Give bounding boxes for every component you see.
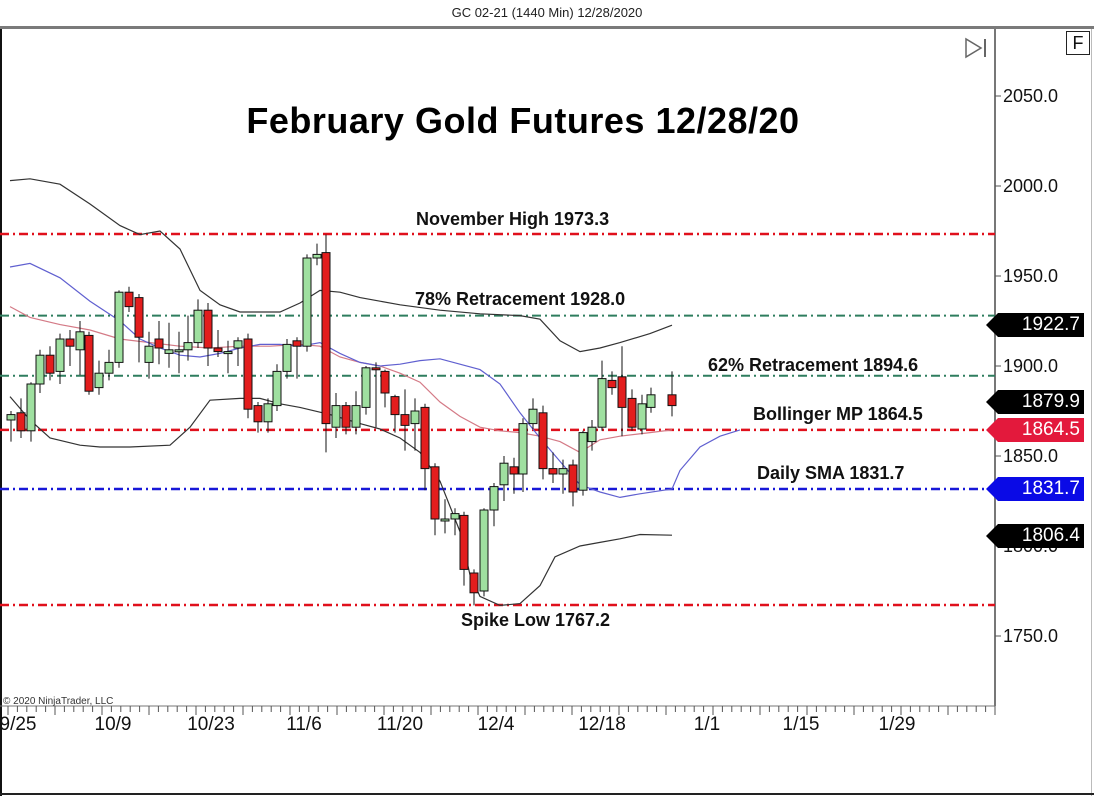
annotation-bollinger-mp: Bollinger MP 1864.5 — [753, 404, 923, 424]
frame-left-border — [0, 29, 2, 796]
frame-right-border — [1091, 29, 1092, 796]
annotation-daily-sma: Daily SMA 1831.7 — [757, 463, 905, 483]
scroll-to-end-icon — [965, 37, 986, 59]
f-toggle-button[interactable]: F — [1066, 31, 1090, 55]
x-tick-10-23: 10/23 — [187, 714, 235, 735]
x-tick-1-1: 1/1 — [693, 714, 721, 735]
title-divider — [0, 26, 1094, 29]
y-tick-1950: 1950.0 — [1003, 266, 1059, 286]
window-title: GC 02-21 (1440 Min) 12/28/2020 — [451, 5, 643, 20]
chart-canvas[interactable] — [0, 29, 1094, 793]
y-tick-1850: 1850.0 — [1003, 446, 1059, 466]
x-tick-9-25: 9/25 — [0, 714, 37, 735]
x-tick-12-4: 12/4 — [477, 714, 515, 735]
price-badge-sma: 1831.7 — [986, 477, 1084, 501]
x-tick-1-15: 1/15 — [782, 714, 820, 735]
y-tick-1900: 1900.0 — [1003, 356, 1059, 376]
annotation-november-high: November High 1973.3 — [416, 209, 610, 229]
x-tick-12-18: 12/18 — [578, 714, 626, 735]
price-badge-last-price: 1879.9 — [986, 390, 1084, 414]
copyright-notice: © 2020 NinjaTrader, LLC — [3, 696, 114, 707]
x-tick-11-20: 11/20 — [376, 714, 424, 735]
y-tick-1750: 1750.0 — [1003, 626, 1059, 646]
x-tick-1-29: 1/29 — [878, 714, 916, 735]
indicator-lines — [9, 178, 741, 607]
price-badge-upper-band: 1922.7 — [986, 313, 1084, 337]
candlesticks — [6, 234, 677, 606]
annotation-78-retracement: 78% Retracement 1928.0 — [415, 289, 626, 309]
y-tick-2050: 2050.0 — [1003, 86, 1059, 106]
x-tick-11-6: 11/6 — [286, 714, 322, 735]
chart-title: February Gold Futures 12/28/20 — [246, 100, 800, 141]
price-badge-lower-band: 1806.4 — [986, 524, 1084, 548]
scroll-to-end-button[interactable] — [963, 37, 991, 59]
annotation-spike-low: Spike Low 1767.2 — [461, 610, 611, 630]
y-tick-2000: 2000.0 — [1003, 176, 1059, 196]
annotation-62-retracement: 62% Retracement 1894.6 — [708, 355, 919, 375]
axis-ticks — [7, 95, 1001, 715]
price-badge-bollinger-mid: 1864.5 — [986, 418, 1084, 442]
x-tick-10-9: 10/9 — [94, 714, 132, 735]
frame-bottom-border — [0, 793, 1094, 795]
